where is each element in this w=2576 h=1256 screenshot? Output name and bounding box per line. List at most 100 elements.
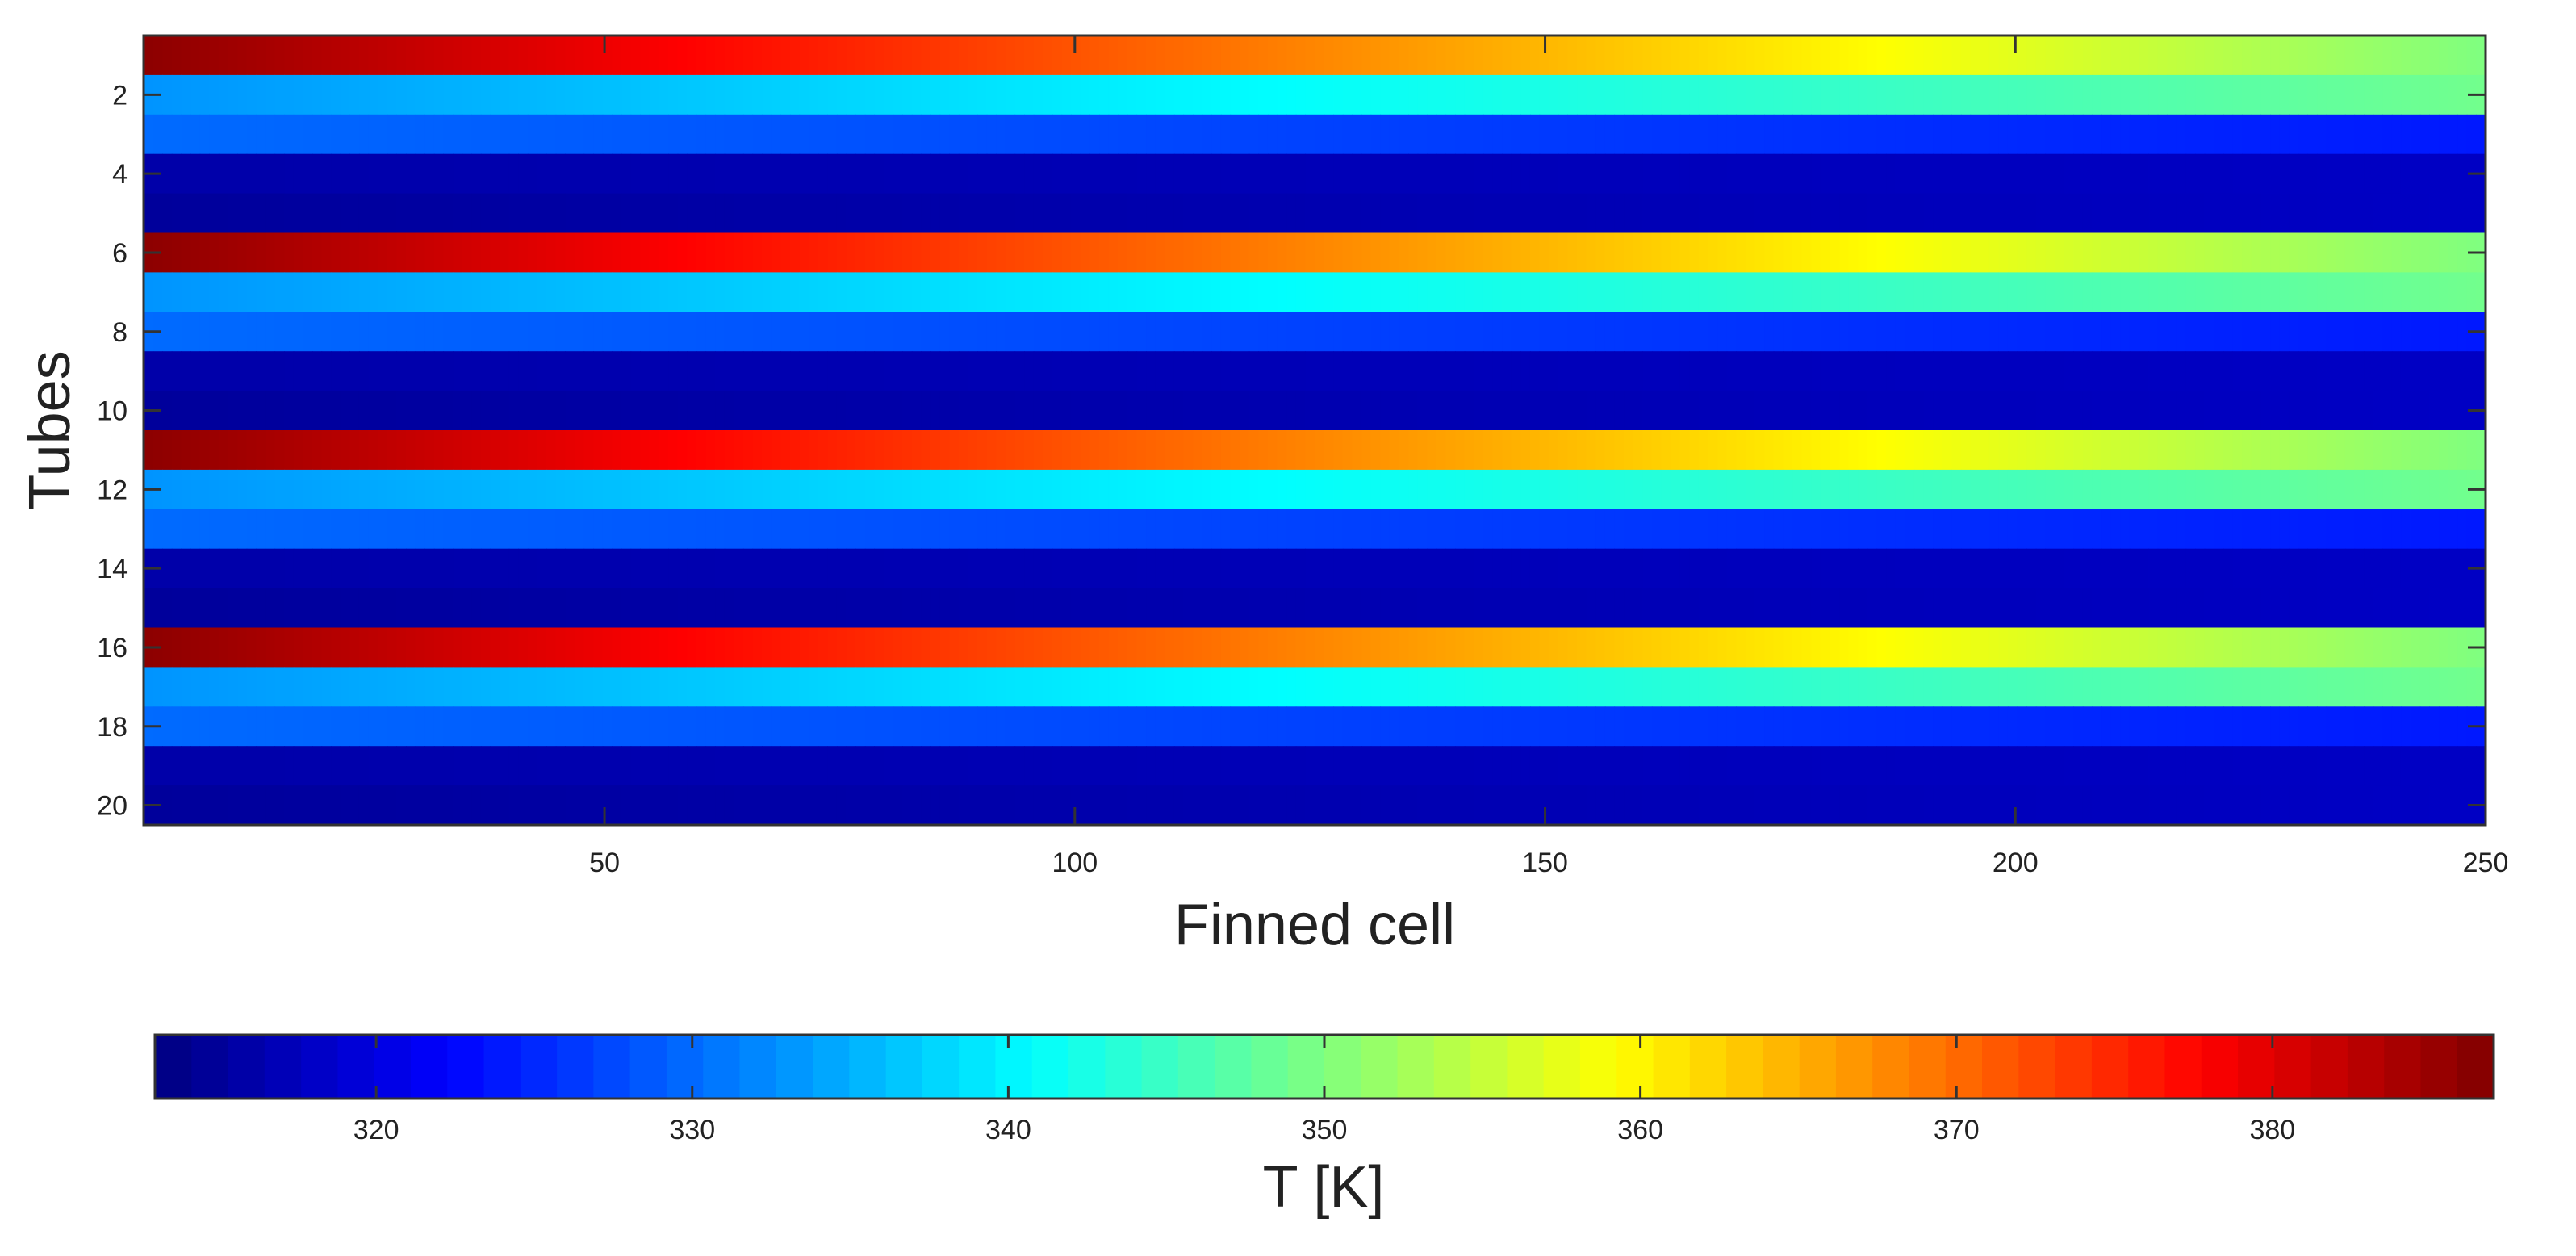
- heatmap-cell: [902, 667, 913, 707]
- heatmap-cell: [265, 153, 276, 195]
- heatmap-cell: [1558, 746, 1569, 786]
- heatmap-cell: [453, 153, 463, 195]
- heatmap-cell: [1923, 667, 1934, 707]
- heatmap-cell: [939, 193, 950, 234]
- heatmap-cell: [1848, 232, 1859, 273]
- heatmap-cell: [2344, 706, 2356, 747]
- heatmap-cell: [2026, 469, 2037, 510]
- heatmap-cell: [424, 74, 435, 115]
- heatmap-cell: [1482, 509, 1494, 550]
- heatmap-cell: [1736, 153, 1746, 195]
- heatmap-cell: [1858, 74, 1868, 115]
- heatmap-cell: [2364, 153, 2374, 195]
- heatmap-cell: [1604, 232, 1616, 273]
- heatmap-cell: [1942, 114, 1952, 155]
- heatmap-cell: [265, 36, 276, 76]
- heatmap-cell: [1745, 627, 1756, 668]
- heatmap-cell: [1389, 588, 1400, 629]
- heatmap-cell: [1492, 153, 1503, 195]
- heatmap-cell: [1661, 114, 1671, 155]
- heatmap-cell: [246, 509, 257, 550]
- heatmap-cell: [1820, 391, 1831, 431]
- heatmap-cell: [1970, 232, 1980, 273]
- heatmap-cell: [2438, 430, 2449, 471]
- heatmap-cell: [462, 153, 472, 195]
- heatmap-cell: [2073, 706, 2084, 747]
- heatmap-cell: [1642, 36, 1653, 76]
- heatmap-cell: [1529, 667, 1541, 707]
- heatmap-cell: [453, 391, 463, 431]
- heatmap-cell: [1361, 785, 1372, 826]
- heatmap-cell: [2176, 232, 2187, 273]
- heatmap-cell: [1558, 391, 1569, 431]
- heatmap-cell: [1913, 785, 1925, 826]
- heatmap-cell: [855, 391, 866, 431]
- heatmap-cell: [968, 193, 978, 234]
- heatmap-cell: [2073, 114, 2084, 155]
- heatmap-cell: [1165, 469, 1175, 510]
- heatmap-cell: [1127, 469, 1138, 510]
- heatmap-cell: [415, 430, 425, 471]
- heatmap-cell: [2026, 509, 2037, 550]
- heatmap-cell: [874, 588, 884, 629]
- heatmap-cell: [818, 272, 828, 312]
- heatmap-cell: [836, 627, 847, 668]
- heatmap-cell: [1539, 469, 1549, 510]
- heatmap-cell: [237, 351, 248, 391]
- heatmap-cell: [387, 588, 398, 629]
- heatmap-cell: [518, 74, 529, 115]
- heatmap-cell: [1061, 232, 1072, 273]
- heatmap-cell: [2120, 706, 2131, 747]
- heatmap-cell: [424, 430, 435, 471]
- heatmap-cell: [649, 509, 660, 550]
- heatmap-cell: [2391, 469, 2402, 510]
- heatmap-cell: [2354, 114, 2365, 155]
- heatmap-cell: [508, 114, 519, 155]
- heatmap-cell: [1005, 391, 1016, 431]
- heatmap-cell: [462, 74, 472, 115]
- heatmap-cell: [958, 74, 969, 115]
- heatmap-cell: [1492, 232, 1503, 273]
- heatmap-cell: [396, 272, 407, 312]
- heatmap-cell: [949, 588, 960, 629]
- heatmap-cell: [1305, 509, 1315, 550]
- heatmap-cell: [2364, 391, 2374, 431]
- heatmap-cell: [752, 312, 763, 352]
- heatmap-cell: [968, 114, 978, 155]
- heatmap-cell: [1127, 588, 1138, 629]
- heatmap-cell: [1567, 548, 1578, 589]
- heatmap-cell: [1745, 232, 1756, 273]
- heatmap-cell: [734, 74, 744, 115]
- heatmap-cell: [2214, 114, 2224, 155]
- heatmap-cell: [1286, 36, 1297, 76]
- heatmap-cell: [2026, 193, 2037, 234]
- heatmap-cell: [1482, 469, 1494, 510]
- heatmap-cell: [1380, 114, 1390, 155]
- heatmap-cell: [705, 272, 716, 312]
- heatmap-cell: [2167, 272, 2177, 312]
- heatmap-cell: [1970, 193, 1980, 234]
- heatmap-cell: [2214, 785, 2224, 826]
- heatmap-cell: [2007, 232, 2018, 273]
- heatmap-cell: [303, 114, 313, 155]
- heatmap-cell: [1773, 509, 1784, 550]
- heatmap-cell: [1445, 706, 1456, 747]
- heatmap-cell: [246, 391, 257, 431]
- heatmap-cell: [930, 785, 941, 826]
- heatmap-cell: [1923, 548, 1934, 589]
- heatmap-cell: [527, 588, 538, 629]
- heatmap-cell: [939, 746, 950, 786]
- heatmap-cell: [630, 785, 641, 826]
- heatmap-cell: [1071, 509, 1081, 550]
- heatmap-cell: [1155, 469, 1165, 510]
- heatmap-cell: [1980, 312, 1990, 352]
- heatmap-cell: [358, 746, 370, 786]
- heatmap-cell: [2101, 36, 2112, 76]
- heatmap-cell: [246, 193, 257, 234]
- heatmap-cell: [2026, 548, 2037, 589]
- heatmap-cell: [789, 193, 801, 234]
- heatmap-cell: [303, 74, 313, 115]
- heatmap-cell: [1970, 114, 1980, 155]
- heatmap-cell: [574, 272, 585, 312]
- heatmap-cell: [2045, 351, 2055, 391]
